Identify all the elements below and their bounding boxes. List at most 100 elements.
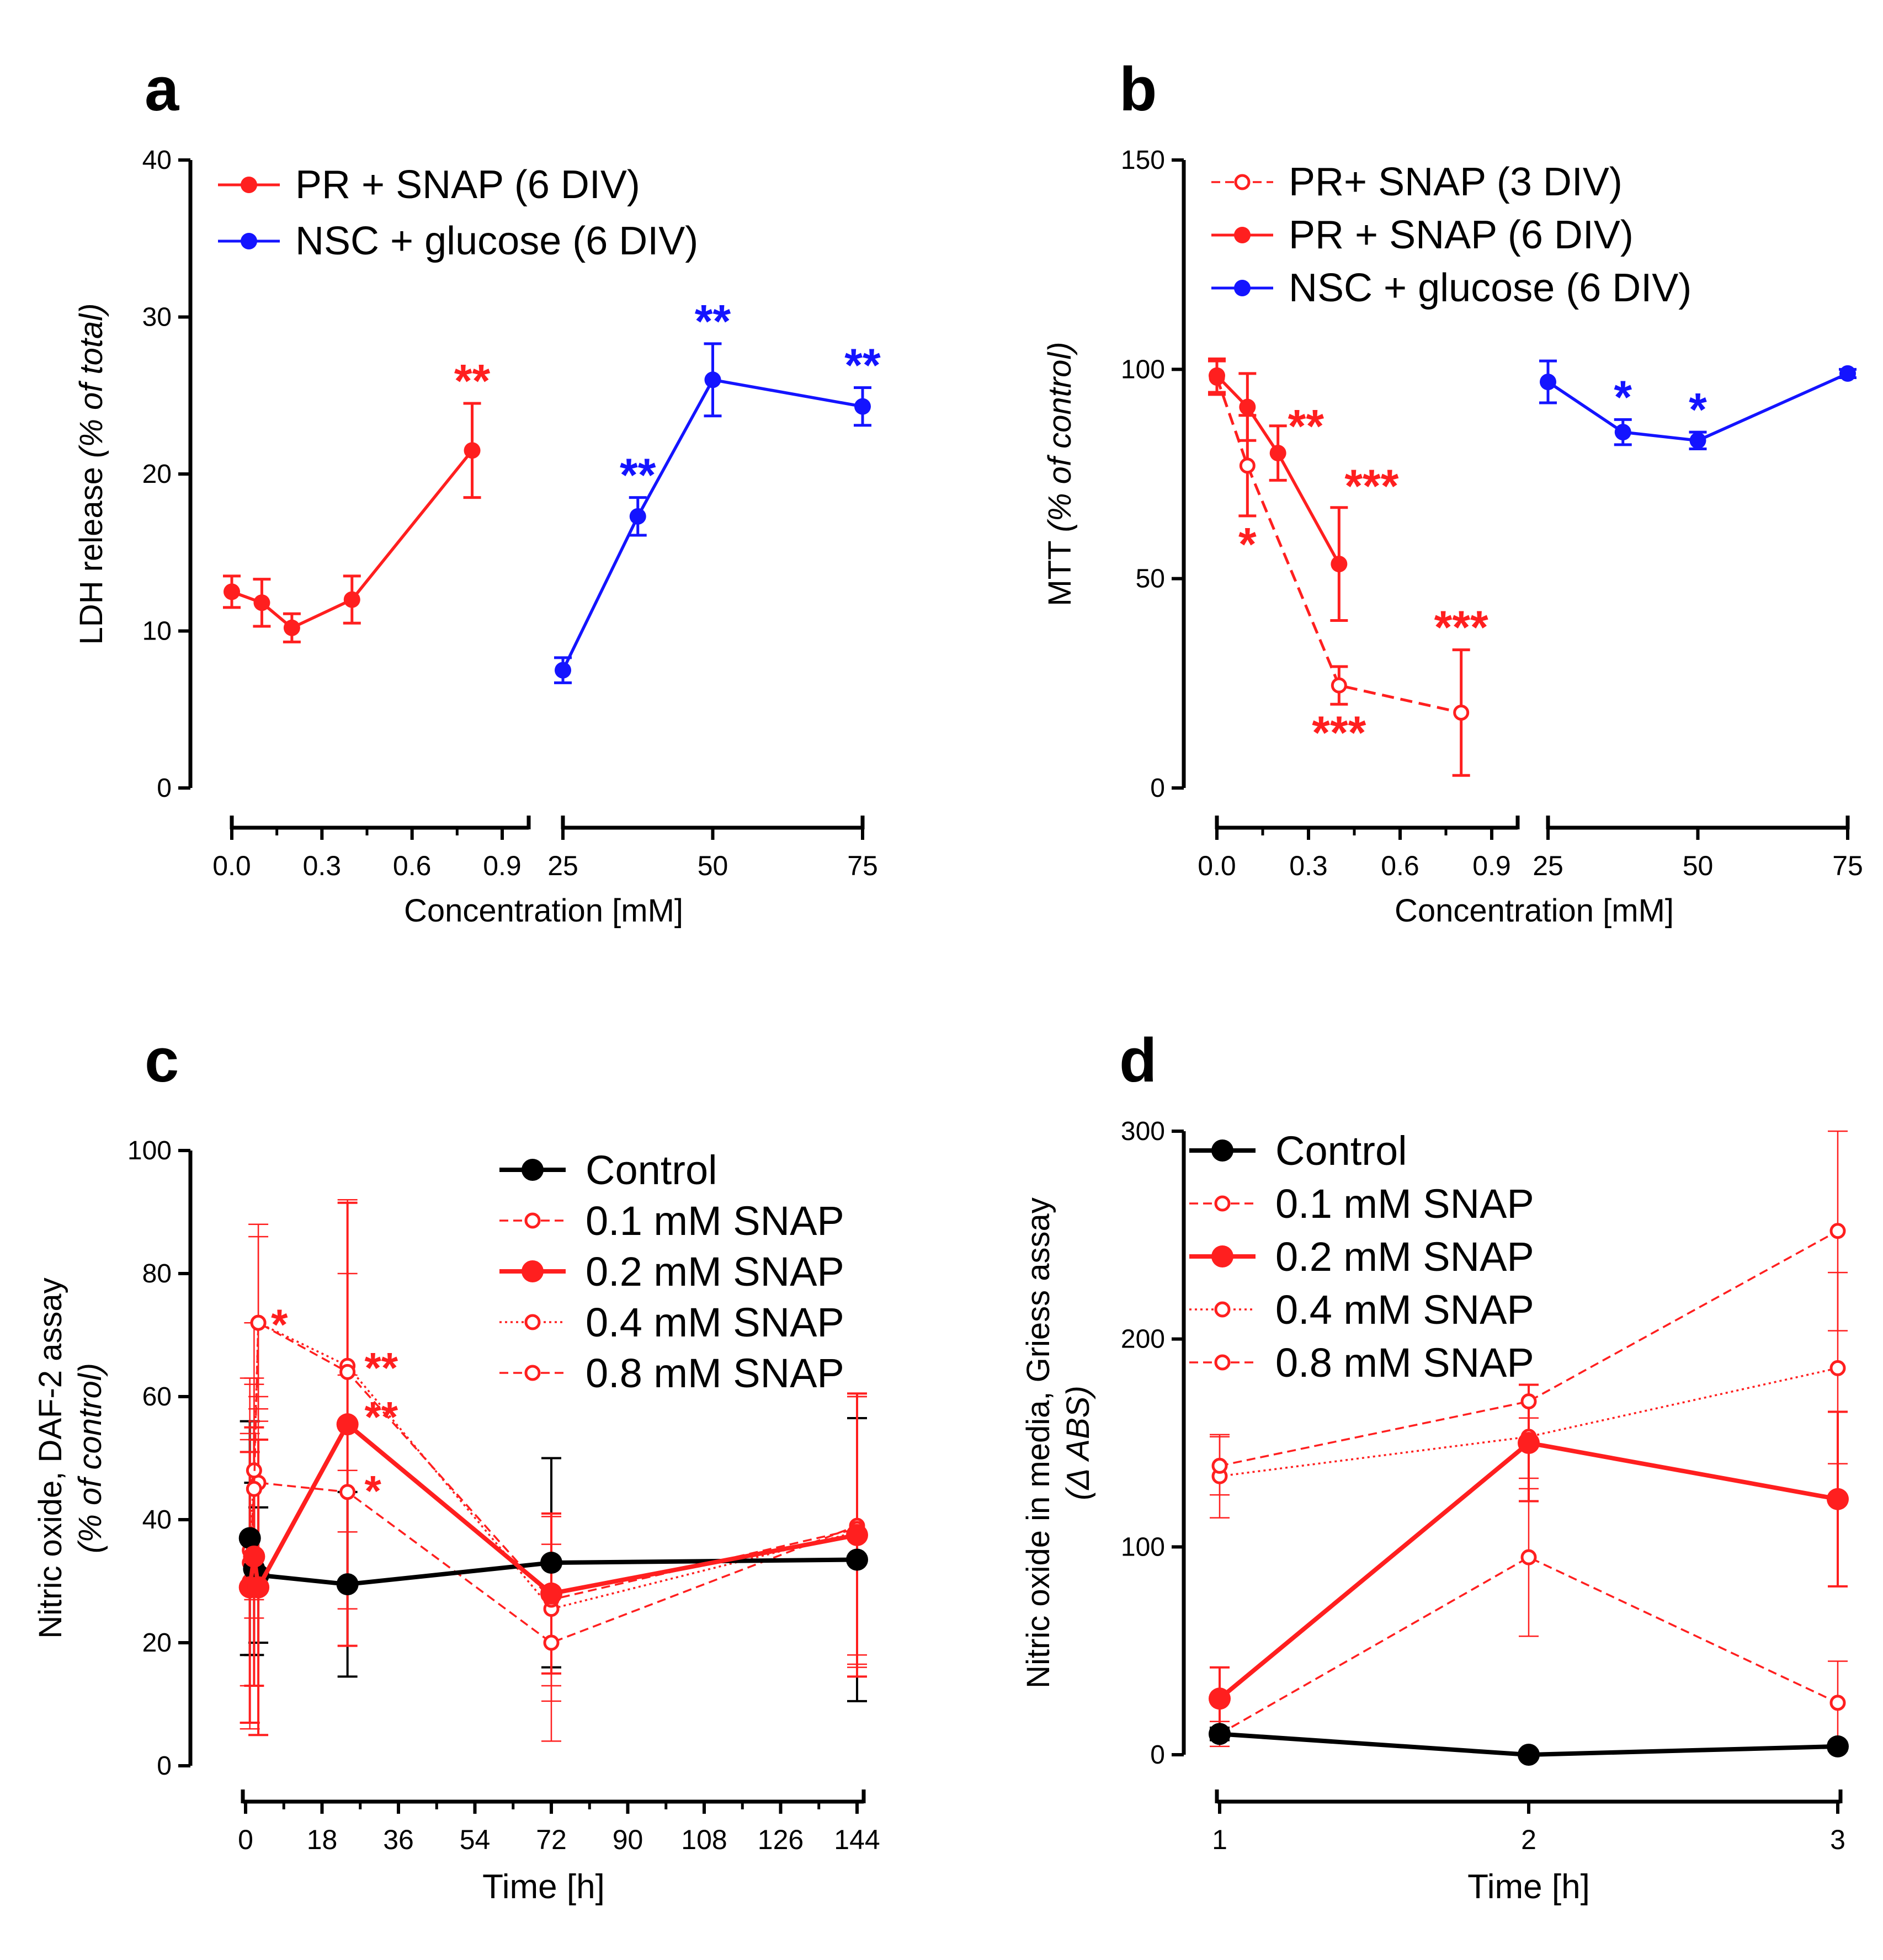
panel-d: d Nitric oxide in media, Griess assay (Δ A… [1020, 1026, 1849, 1906]
legend-marker [1214, 1301, 1231, 1318]
y-axis-label: Nitric oxide, DAF-2 assay (% of control) [33, 1277, 108, 1638]
data-point [246, 1480, 262, 1497]
data-point [846, 1548, 868, 1571]
series-line [1219, 1230, 1838, 1467]
y-label-italic: (% of control) [1042, 342, 1078, 532]
data-point [1520, 1549, 1537, 1565]
x-tick-label: 0.9 [1472, 850, 1511, 881]
data-point [1331, 556, 1348, 573]
panel-b: b MTT (% of control) 0 50 100 150 0.0 0.3 0.6 0.9… [1042, 55, 1863, 929]
y-axis-label: MTT (% of control) [1042, 342, 1078, 606]
y-tick-label: 20 [142, 460, 172, 489]
panel-letter: d [1119, 1026, 1157, 1095]
data-point [1211, 1457, 1228, 1474]
y-tick-label: 40 [142, 146, 172, 175]
x-tick-label: 25 [547, 850, 578, 881]
data-point [1209, 1723, 1231, 1745]
legend-label: NSC + glucose (6 DIV) [295, 219, 698, 263]
series-0-8-mm-snap [1211, 1223, 1846, 1474]
data-point [629, 508, 646, 525]
y-tick-label: 40 [142, 1505, 172, 1535]
series-line [1547, 372, 1849, 443]
legend-marker [522, 1159, 544, 1181]
x-tick-label: 0.3 [1289, 850, 1328, 881]
panel-letter: c [145, 1026, 179, 1095]
panel-c: c Nitric oxide, DAF-2 assay (% of control)… [33, 1026, 880, 1906]
data-point [1453, 704, 1470, 721]
legend-marker [1234, 174, 1251, 190]
data-point [543, 1634, 560, 1651]
y-label-italic: (Δ ABS) [1060, 1386, 1096, 1500]
panel-letter: a [145, 55, 179, 124]
data-point [846, 1524, 868, 1546]
significance-mark: * [1614, 371, 1632, 423]
data-point [854, 398, 871, 415]
legend-marker [1234, 227, 1251, 243]
data-point [540, 1582, 562, 1605]
panel-a: a LDH release (% of total) 0 10 20 30 40 0.0 0.3… [73, 55, 881, 929]
x-axis-segment-1: 0.0 0.3 0.6 0.9 [1198, 816, 1520, 881]
panel-letter: b [1119, 55, 1157, 124]
legend: PR+ SNAP (3 DIV) PR + SNAP (6 DIV) NSC + g… [1211, 160, 1691, 310]
legend-label: PR + SNAP (6 DIV) [1289, 213, 1634, 257]
legend-label: 0.4 mM SNAP [586, 1299, 844, 1345]
x-tick-label: 0.3 [303, 850, 342, 881]
legend-marker [522, 1260, 544, 1282]
legend-label: 0.8 mM SNAP [586, 1350, 844, 1396]
x-axis-segment-1: 0.0 0.3 0.6 0.9 [212, 816, 531, 881]
data-point [1689, 432, 1706, 449]
legend-label: 0.2 mM SNAP [586, 1249, 844, 1295]
significance-mark: * [271, 1300, 288, 1349]
significance-mark: *** [1434, 601, 1488, 653]
data-point [1827, 1735, 1849, 1757]
legend-label: 0.8 mM SNAP [1275, 1340, 1534, 1386]
series-pr-snap-6-div-: ***** [1208, 357, 1399, 622]
data-point [1614, 424, 1631, 441]
significance-mark: ** [620, 449, 656, 501]
y-tick-label: 0 [157, 1751, 172, 1781]
y-tick-label: 100 [1121, 1532, 1165, 1562]
series-line [1219, 1556, 1838, 1735]
data-point [1518, 1744, 1540, 1766]
significance-mark: ** [1288, 400, 1325, 452]
series-pr-snap-6-div-: ** [223, 355, 491, 643]
series-control [1209, 1723, 1849, 1766]
y-axis-label: Nitric oxide in media, Griess assay (Δ AB… [1020, 1197, 1096, 1689]
legend-label: Control [586, 1147, 717, 1193]
significance-mark: * [364, 1466, 381, 1515]
x-tick-label: 50 [1683, 850, 1714, 881]
legend-label: 0.1 mM SNAP [586, 1198, 844, 1244]
legend-marker [241, 177, 257, 193]
y-axis-label: LDH release (% of total) [73, 303, 109, 645]
data-point [704, 371, 721, 388]
y-label-italic: (% of total) [73, 303, 109, 458]
series-0-2-mm-snap [1209, 1432, 1849, 1710]
y-tick-label: 0 [1150, 774, 1165, 803]
y-tick-label: 20 [142, 1628, 172, 1658]
x-tick-label: 1 [1212, 1824, 1227, 1855]
x-axis-segment-2: 25 50 75 [1533, 816, 1863, 881]
x-axis-segment-2: 25 50 75 [547, 816, 878, 881]
data-point [1518, 1432, 1540, 1454]
y-tick-label: 150 [1121, 146, 1165, 175]
x-tick-label: 36 [383, 1824, 414, 1855]
legend-label: PR+ SNAP (3 DIV) [1289, 160, 1623, 204]
data-point [1269, 445, 1286, 462]
significance-mark: ** [364, 1392, 398, 1441]
data-point [238, 1527, 261, 1549]
x-tick-label: 25 [1533, 850, 1563, 881]
legend: Control 0.1 mM SNAP 0.2 mM SNAP 0.4 mM SNAP… [1189, 1128, 1534, 1386]
x-tick-label: 126 [758, 1824, 804, 1855]
series-line [248, 1322, 858, 1601]
x-tick-label: 90 [613, 1824, 643, 1855]
data-point [1827, 1488, 1849, 1510]
x-tick-label: 144 [834, 1824, 880, 1855]
x-axis-label: Concentration [mM] [404, 893, 683, 929]
series-line [561, 378, 863, 671]
data-point [1540, 374, 1556, 391]
significance-mark: *** [1312, 706, 1366, 758]
x-tick-label: 50 [698, 850, 728, 881]
significance-marks: ****** [271, 1300, 398, 1515]
data-point [339, 1484, 356, 1500]
